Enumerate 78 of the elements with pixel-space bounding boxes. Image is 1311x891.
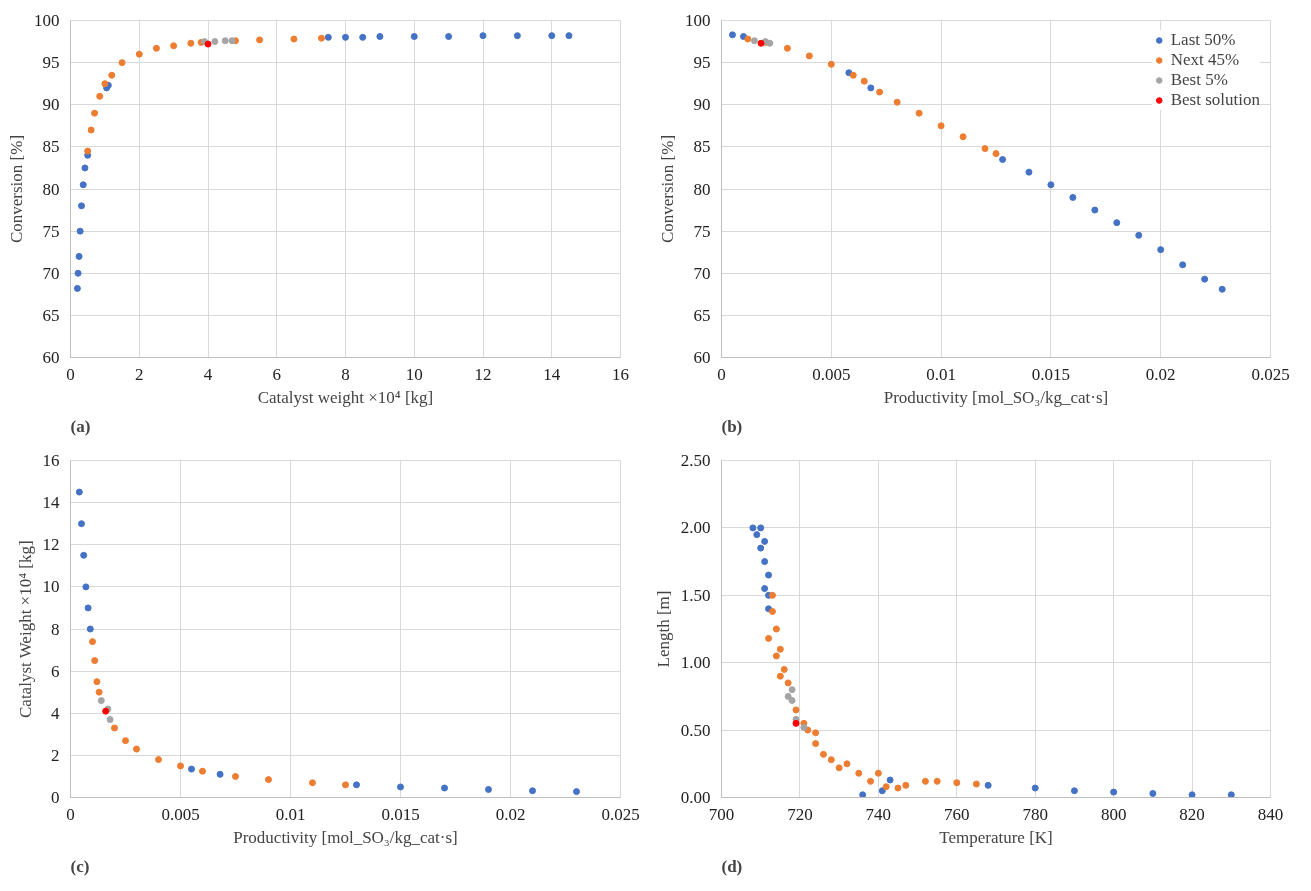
x-tick-label: 8 <box>341 364 350 384</box>
x-tick-label: 760 <box>944 804 970 824</box>
y-tick-label: 95 <box>693 53 711 73</box>
x-axis-title: Productivity [mol_SO₃/kg_cat·s] <box>233 827 458 847</box>
y-tick-label: 95 <box>42 53 60 73</box>
x-tick-label: 16 <box>612 364 629 384</box>
y-tick-label: 80 <box>42 179 60 199</box>
y-tick-label: 90 <box>42 95 60 115</box>
text: (a) <box>70 416 91 436</box>
x-tick-label: 720 <box>787 804 813 824</box>
x-tick-label: 0.01 <box>275 804 306 824</box>
y-tick-label: 1.50 <box>680 585 711 605</box>
x-tick-label: 820 <box>1179 804 1205 824</box>
y-tick-label: 1.00 <box>680 653 711 673</box>
y-tick-label: 10 <box>42 577 60 597</box>
x-tick-label: 0.005 <box>812 364 851 384</box>
y-tick-label: 4 <box>51 703 60 723</box>
y-axis-title: Length [m] <box>653 590 673 668</box>
y-tick-label: 80 <box>693 179 711 199</box>
y-tick-label: 14 <box>42 493 60 513</box>
y-tick-label: 70 <box>42 263 60 283</box>
text: (c) <box>70 856 90 876</box>
y-tick-label: 8 <box>51 619 60 639</box>
y-tick-label: 60 <box>42 348 60 367</box>
y-axis-title: Conversion [%] <box>7 134 26 244</box>
x-tick-label: 6 <box>272 364 281 384</box>
y-tick-label: 65 <box>42 305 60 325</box>
x-tick-label: 740 <box>865 804 892 824</box>
x-tick-label: 0.02 <box>495 804 526 824</box>
x-tick-label: 14 <box>543 364 561 384</box>
y-axis-title: Catalyst Weight ×10⁴ [kg] <box>15 540 35 718</box>
x-tick-label: 0.02 <box>1145 364 1176 384</box>
y-tick-label: 16 <box>42 451 60 470</box>
x-tick-label: 0 <box>66 804 75 824</box>
y-tick-label: 6 <box>51 661 60 681</box>
x-tick-label: 0.025 <box>601 804 640 824</box>
x-tick-label: 0.025 <box>1251 364 1290 384</box>
y-tick-label: 75 <box>693 221 711 241</box>
y-tick-label: 0.00 <box>680 788 711 807</box>
x-tick-label: 0 <box>717 364 726 384</box>
x-tick-label: 0.01 <box>926 364 956 384</box>
y-tick-label: 60 <box>693 348 711 367</box>
x-axis-title: Temperature [K] <box>939 827 1053 847</box>
x-tick-label: 840 <box>1257 804 1284 824</box>
y-axis-title: Conversion [%] <box>658 134 677 244</box>
y-tick-label: 75 <box>42 221 60 241</box>
y-tick-label: 90 <box>693 95 711 115</box>
x-tick-label: 0.015 <box>1031 364 1071 384</box>
x-tick-label: 2 <box>135 364 144 384</box>
x-tick-label: 0 <box>66 364 75 384</box>
y-tick-label: 2 <box>51 745 60 765</box>
x-tick-label: 0.005 <box>161 804 200 824</box>
legend-label: Best 5% <box>1170 70 1228 90</box>
legend-label: Next 45% <box>1170 50 1240 70</box>
y-tick-label: 0.50 <box>680 720 711 740</box>
x-axis-title: Productivity [mol_SO₃/kg_cat·s] <box>883 387 1109 407</box>
x-tick-label: 10 <box>405 364 423 384</box>
y-tick-label: 85 <box>693 137 711 157</box>
y-tick-label: 2.00 <box>680 518 711 538</box>
y-tick-label: 2.50 <box>680 451 711 470</box>
y-tick-label: 100 <box>34 11 60 30</box>
y-tick-label: 0 <box>51 788 60 807</box>
x-tick-label: 800 <box>1100 804 1127 824</box>
y-tick-label: 100 <box>685 11 711 30</box>
y-tick-label: 85 <box>42 137 60 157</box>
x-tick-label: 700 <box>708 804 735 824</box>
y-tick-label: 65 <box>693 305 711 325</box>
text: (b) <box>721 416 743 436</box>
legend-label: Best solution <box>1170 90 1260 110</box>
x-tick-label: 4 <box>203 364 213 384</box>
legend-label: Last 50% <box>1170 30 1236 50</box>
x-tick-label: 0.015 <box>381 804 420 824</box>
x-tick-label: 12 <box>474 364 492 384</box>
x-axis-title: Catalyst weight ×10⁴ [kg] <box>257 387 434 407</box>
y-tick-label: 70 <box>693 263 711 283</box>
y-tick-label: 12 <box>42 535 60 555</box>
text: (d) <box>721 856 743 876</box>
x-tick-label: 780 <box>1022 804 1048 824</box>
